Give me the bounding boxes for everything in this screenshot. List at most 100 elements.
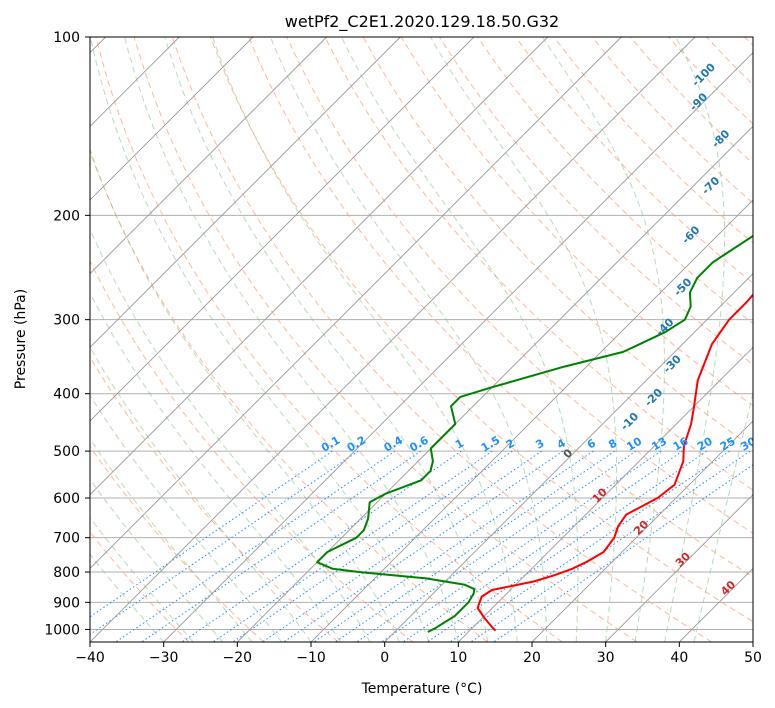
x-tick-label: 10: [449, 650, 467, 666]
mixing-ratio-line: [427, 450, 707, 642]
mixing-ratio-line: [335, 450, 615, 642]
isotherm-line: [90, 37, 327, 275]
x-tick-label: 40: [670, 650, 688, 666]
x-axis-label: Temperature (°C): [361, 681, 483, 697]
isotherm-line: [90, 37, 548, 496]
x-tick-label: −40: [75, 650, 105, 666]
isotherm-line: [90, 37, 475, 422]
mixing-ratio-label: 3: [533, 437, 546, 452]
dry-adiabat: [90, 445, 264, 642]
moist-adiabat: [90, 346, 312, 642]
y-axis-ticks: 100 200 300 400 500 600 700 800 900 1000: [44, 30, 90, 638]
mixing-ratio-label: 8: [606, 437, 619, 452]
x-tick-label: 20: [523, 650, 541, 666]
isotherm-line: [310, 199, 753, 642]
mixing-ratio-label: 30: [739, 434, 759, 453]
adiabat-label: -90: [687, 90, 710, 113]
moist-adiabat: [340, 37, 579, 642]
mixing-ratio-line: [493, 464, 753, 642]
isotherm-label: 30: [673, 549, 693, 569]
adiabat-label: -60: [679, 223, 702, 246]
moist-adiabat: [90, 553, 165, 642]
moist-adiabat: [429, 37, 617, 642]
mixing-ratio-line: [90, 450, 359, 636]
y-tick-label: 500: [53, 444, 80, 460]
adiabat-label: -80: [709, 127, 732, 150]
dry-adiabat: [286, 37, 753, 534]
isotherm-line: [384, 273, 753, 642]
isotherm-label: 10: [590, 485, 610, 505]
temperature-profile: [476, 293, 753, 632]
isotherm-line: [163, 52, 753, 642]
isotherm-label: 20: [631, 517, 651, 537]
mixing-ratio-line: [470, 450, 751, 642]
x-tick-label: −10: [296, 650, 326, 666]
pressure-gridlines: [90, 36, 753, 630]
plot-area: -100-90-80-70-60-50-40-30-20-100.1 0.2 0.4…: [90, 37, 759, 642]
mixing-ratio-line: [356, 450, 637, 642]
isotherm-line: [679, 567, 753, 642]
mixing-ratio-line: [212, 450, 493, 642]
isotherm-line: [458, 346, 753, 642]
dry-adiabat: [90, 259, 414, 642]
adiabat-label: -10: [618, 410, 641, 433]
moist-adiabat: [664, 37, 726, 642]
adiabat-label: -50: [671, 275, 694, 298]
mixing-ratio-label: 6: [585, 436, 598, 451]
y-tick-label: 600: [53, 491, 80, 507]
moist-adiabat: [90, 478, 223, 642]
x-tick-label: 50: [744, 650, 762, 666]
x-tick-label: −30: [149, 650, 179, 666]
y-tick-label: 200: [53, 208, 80, 224]
adiabat-label: -20: [642, 386, 665, 409]
mixing-ratio-lines: [90, 450, 753, 642]
dry-adiabat: [90, 150, 488, 642]
mixing-ratio-line: [381, 450, 662, 642]
mixing-ratio-line: [313, 450, 594, 642]
moist-adiabat: [90, 438, 253, 642]
dewpoint-profile: [316, 234, 753, 633]
x-axis-ticks: −40 −30 −20 −10 0 10 20 30 40 50: [75, 642, 762, 666]
moist-adiabat: [90, 228, 371, 642]
y-tick-label: 400: [53, 387, 80, 403]
chart-title: wetPf2_C2E1.2020.129.18.50.G32: [285, 12, 559, 32]
isotherm-line: [237, 125, 753, 642]
isotherm-line: [90, 37, 696, 642]
mixing-ratio-line: [283, 450, 564, 642]
y-tick-label: 700: [53, 531, 80, 547]
plot-labels: -100-90-80-70-60-50-40-30-20-100.1 0.2 0.4…: [319, 60, 759, 598]
mixing-ratio-line: [232, 450, 513, 642]
moist-adiabat: [90, 37, 430, 642]
mixing-ratio-line: [262, 450, 542, 642]
dry-adiabat: [515, 37, 753, 284]
moist-adiabat: [90, 291, 341, 642]
y-tick-label: 800: [53, 565, 80, 581]
x-tick-label: 30: [597, 650, 615, 666]
plot-frame: [89, 36, 754, 643]
isotherm-line: [90, 37, 622, 569]
moist-adiabat: [90, 394, 282, 642]
dry-adiabat: [210, 37, 753, 623]
mixing-ratio-line: [115, 450, 396, 642]
dry-adiabat: [171, 37, 712, 642]
mixing-ratio-line: [141, 450, 422, 642]
adiabat-label: -70: [699, 174, 722, 197]
moist-adiabat: [542, 37, 666, 642]
y-axis-label: Pressure (hPa): [13, 289, 29, 389]
mixing-ratio-line: [90, 450, 333, 618]
x-tick-label: −20: [223, 650, 253, 666]
dry-adiabat: [90, 356, 339, 642]
dry-adiabat: [133, 37, 638, 642]
x-tick-label: 0: [380, 650, 389, 666]
y-tick-label: 1000: [44, 622, 80, 638]
moist-adiabat: [124, 37, 459, 642]
moist-adiabat: [90, 147, 400, 642]
moist-adiabat: [90, 516, 194, 642]
y-tick-label: 100: [53, 30, 80, 46]
dry-adiabat: [706, 37, 753, 86]
isotherm-line: [605, 494, 753, 642]
moist-adiabat: [164, 37, 489, 642]
moist-adiabat: [269, 37, 548, 642]
mixing-ratio-line: [402, 450, 683, 642]
